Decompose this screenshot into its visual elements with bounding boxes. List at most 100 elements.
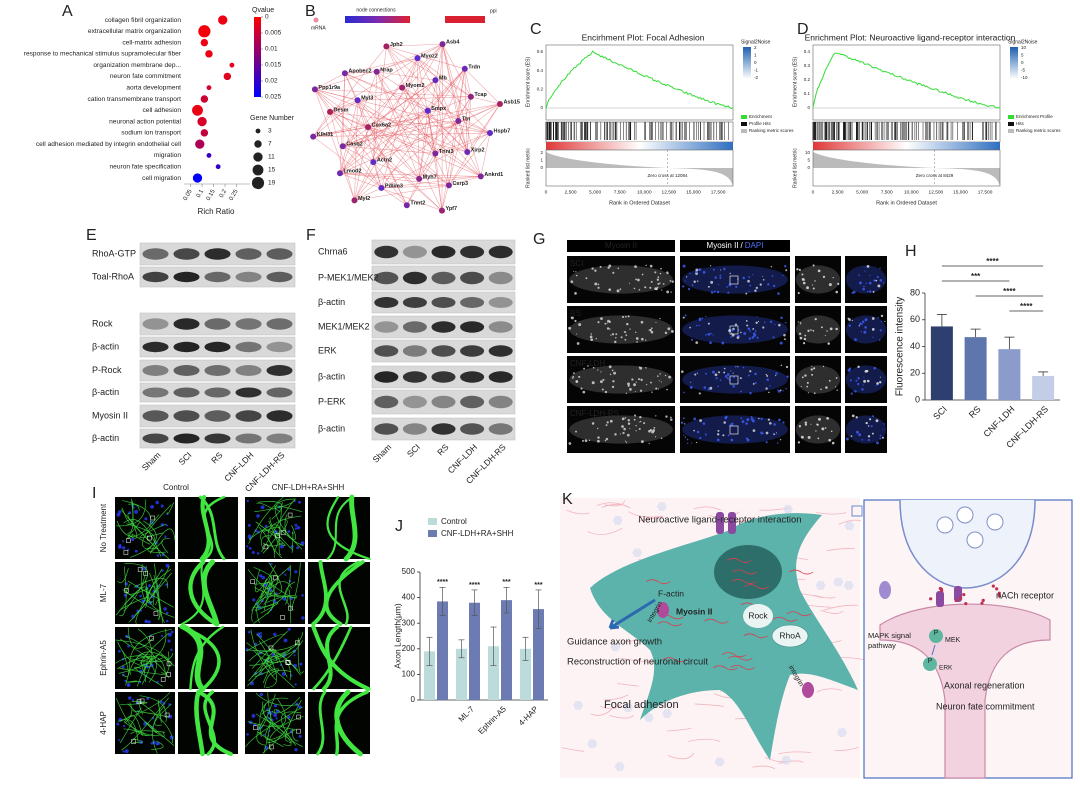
speck <box>625 440 627 442</box>
neurite <box>140 659 148 672</box>
y-tick-label: 5 <box>807 158 810 163</box>
speck <box>716 290 720 294</box>
speck <box>873 279 876 282</box>
speck <box>611 333 615 336</box>
neurite-zoom <box>312 625 353 691</box>
y-tick-label: 100 <box>402 670 416 679</box>
speck <box>810 368 813 371</box>
speck <box>568 326 572 330</box>
speck <box>669 280 672 282</box>
speck <box>745 422 748 425</box>
speck <box>725 415 728 419</box>
speck <box>698 318 702 321</box>
x-tick-label: 7,500 <box>881 189 893 195</box>
nucleus <box>134 549 138 553</box>
neurite <box>252 631 289 669</box>
cell-hex <box>610 642 621 652</box>
neurite <box>267 596 289 605</box>
roi-box <box>137 567 143 572</box>
roi-box <box>126 538 131 543</box>
nucleus <box>161 552 165 557</box>
speck <box>650 381 652 384</box>
band <box>374 321 399 333</box>
f-actin <box>713 665 738 671</box>
node <box>370 159 377 166</box>
neurite <box>134 565 170 616</box>
nucleus <box>294 683 297 686</box>
speck <box>703 386 707 389</box>
speck <box>685 276 688 278</box>
speck <box>797 321 799 323</box>
diagram-label: P <box>928 658 933 665</box>
speck <box>745 320 748 322</box>
speck <box>599 380 603 384</box>
band <box>460 371 485 383</box>
speck <box>749 370 752 373</box>
neurite <box>264 649 295 664</box>
colorbar-tick-label: -5 <box>1021 68 1025 73</box>
neurite <box>258 526 276 558</box>
speck <box>828 438 832 442</box>
speck <box>653 426 656 429</box>
speck <box>879 437 882 440</box>
neurite <box>247 698 287 728</box>
mesh <box>590 709 613 716</box>
speck <box>748 337 752 340</box>
speck <box>798 268 801 271</box>
tissue <box>845 315 887 344</box>
speck <box>707 332 711 336</box>
edge <box>417 57 472 97</box>
speck <box>754 289 757 292</box>
speck <box>868 281 872 285</box>
nucleus <box>296 525 301 530</box>
edge <box>329 100 358 113</box>
edge <box>417 43 443 59</box>
speck <box>640 320 644 324</box>
speck <box>705 372 708 375</box>
speck <box>752 274 754 276</box>
speck <box>861 320 865 323</box>
speck <box>825 386 828 389</box>
speck <box>684 314 687 317</box>
speck <box>782 390 784 392</box>
neurite <box>291 531 294 553</box>
nucleus <box>247 523 251 527</box>
nucleus <box>294 527 298 530</box>
mesh <box>752 765 775 770</box>
rock <box>743 604 773 628</box>
speck <box>686 442 689 445</box>
edge <box>357 100 481 177</box>
edge <box>339 79 436 174</box>
roi-box <box>250 579 255 584</box>
size-legend-label: 11 <box>268 154 275 161</box>
edge <box>442 44 482 177</box>
edge <box>344 57 418 74</box>
speck <box>635 381 637 383</box>
speck <box>639 420 642 423</box>
node <box>310 133 317 140</box>
node <box>467 93 474 100</box>
speck <box>745 292 748 295</box>
speck <box>822 275 826 279</box>
edge <box>381 185 449 189</box>
band <box>402 423 427 435</box>
speck <box>862 287 865 291</box>
f-actin <box>727 558 752 563</box>
node-label: Tnnt2 <box>410 201 425 207</box>
speck <box>854 390 857 393</box>
edge <box>448 103 501 186</box>
row-label: Rock <box>92 318 113 328</box>
edge <box>342 110 428 147</box>
speck <box>645 367 647 369</box>
f-actin <box>731 579 757 584</box>
speck <box>835 327 838 331</box>
panel-label: G <box>533 231 545 248</box>
roi-box <box>139 698 145 704</box>
speck <box>867 290 869 293</box>
edge <box>368 120 459 128</box>
speck <box>855 379 858 382</box>
band <box>142 271 169 283</box>
speck <box>680 421 684 424</box>
edge <box>418 110 429 179</box>
speck <box>732 372 734 374</box>
